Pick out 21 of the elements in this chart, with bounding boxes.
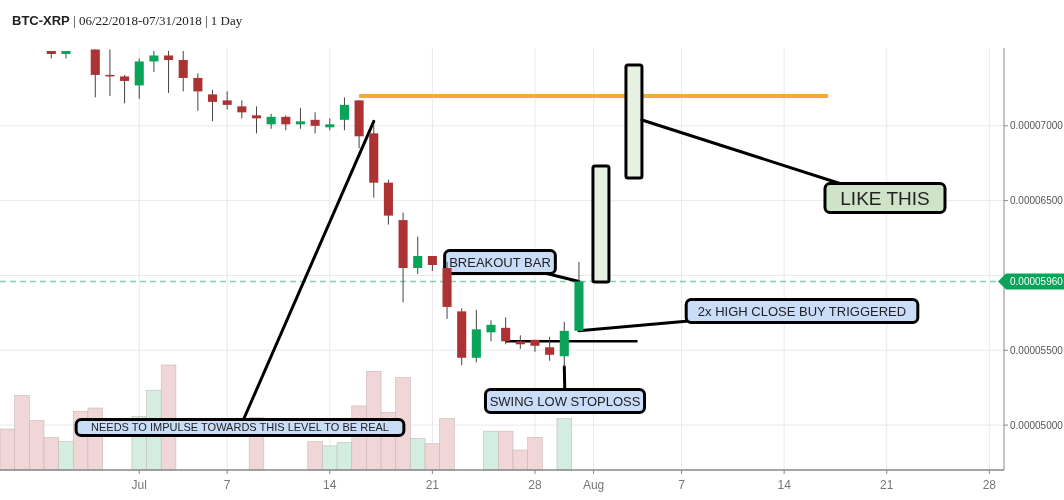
x-tick-label: 28 [528,478,542,492]
annotation: LIKE THIS [840,187,930,209]
x-tick-label: Jul [131,478,147,492]
ref-line-label: 0.00005960 [1010,275,1064,287]
x-tick-label: 7 [223,478,231,492]
annotation: SWING LOW STOPLOSS [489,393,641,409]
x-tick-label: 28 [982,478,997,492]
y-tick-label: 0.00007000 [1010,120,1064,132]
x-tick-label: 21 [425,478,440,492]
y-tick-label: 0.00005000 [1010,419,1064,431]
y-tick-label: 0.00006500 [1010,195,1064,207]
annotation: NEEDS TO IMPULSE TOWARDS THIS LEVEL TO BE REAL [91,421,389,434]
annotation: 2x HIGH CLOSE BUY TRIGGERED [697,303,907,319]
y-tick-label: 0.00005500 [1010,344,1064,356]
x-tick-label: Aug [582,478,605,492]
x-tick-label: 14 [323,478,337,492]
x-tick-label: 14 [777,478,792,492]
chart-title: BTC-XRP | 06/22/2018-07/31/2018 | 1 Day [12,13,243,28]
x-tick-label: 21 [880,478,894,492]
annotation: BREAKOUT BAR [449,254,551,270]
x-tick-label: 7 [678,478,686,492]
